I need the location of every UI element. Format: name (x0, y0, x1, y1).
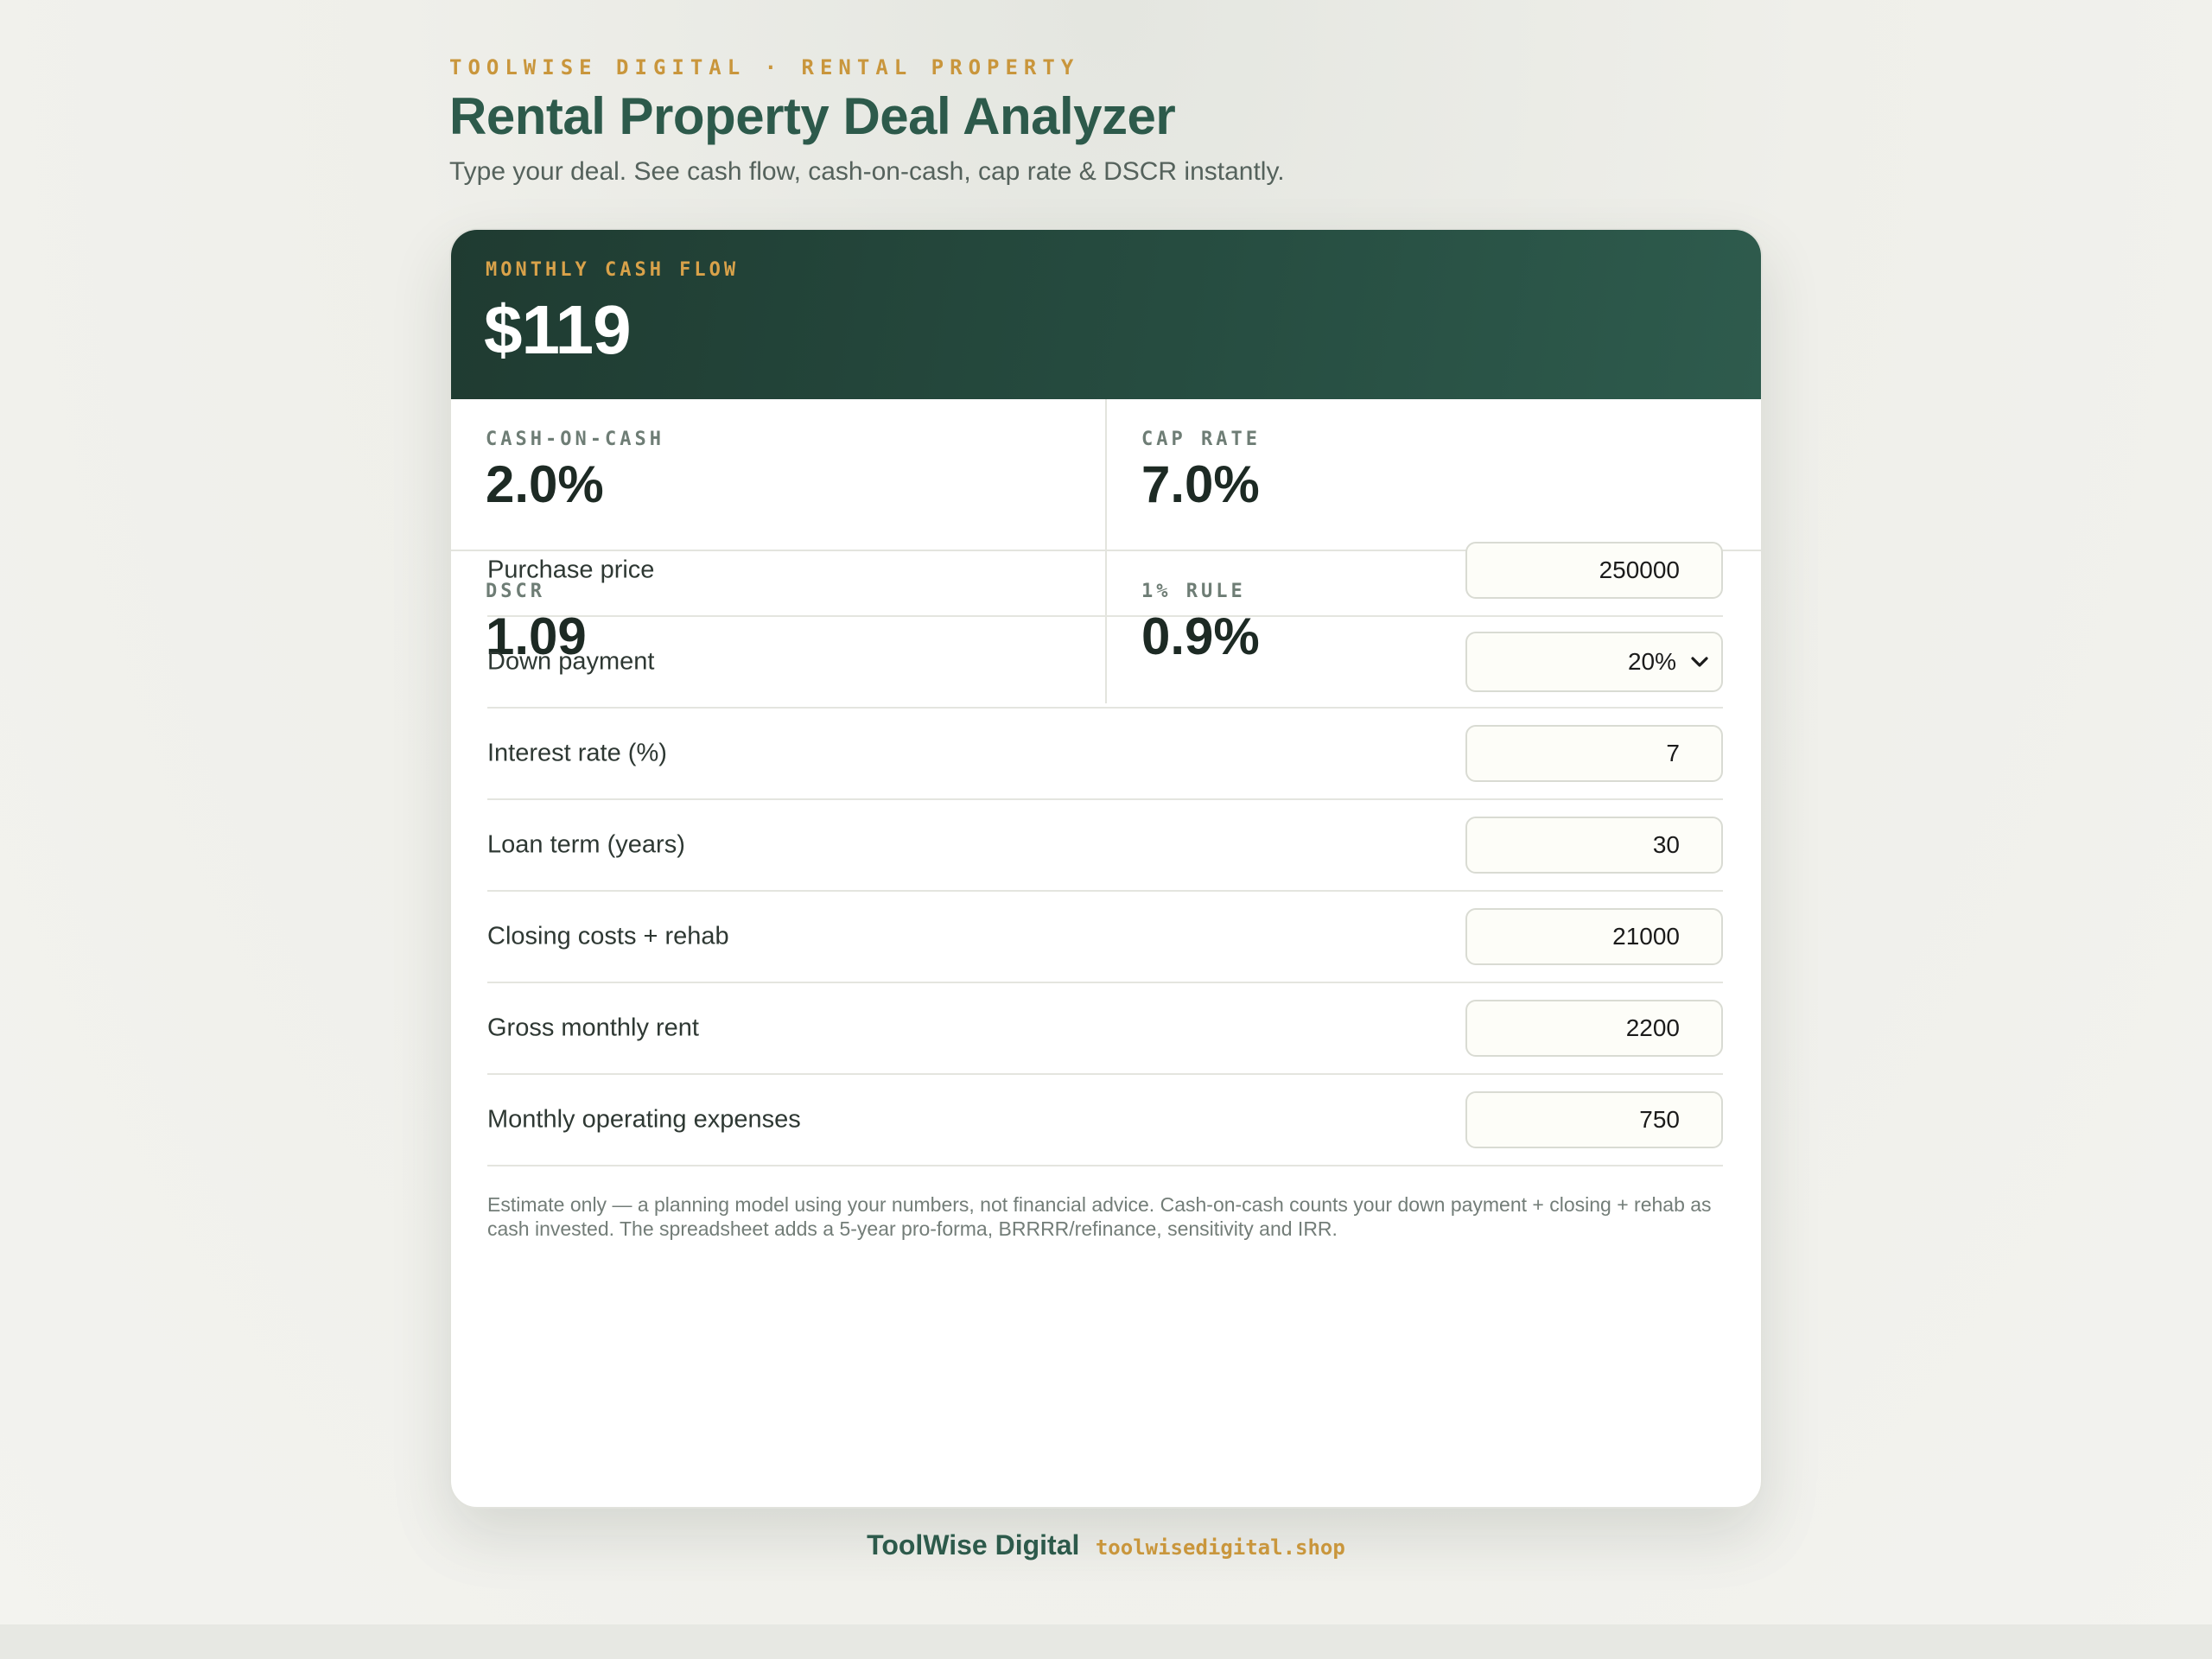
loan-term-input[interactable] (1465, 817, 1723, 874)
closing-costs-label: Closing costs + rehab (487, 922, 729, 950)
operating-expenses-input[interactable] (1465, 1091, 1723, 1148)
down-payment-select[interactable]: 20% (1465, 632, 1723, 692)
metric-value: 0.9% (1141, 607, 1260, 665)
loan-term-label: Loan term (years) (487, 830, 685, 859)
metric-label: 1% RULE (1141, 581, 1246, 602)
footer-brand: ToolWise Digital (867, 1529, 1080, 1560)
metric-dscr: DSCR 1.09 (451, 551, 1107, 703)
interest-rate-label: Interest rate (%) (487, 739, 667, 767)
cash-flow-hero: MONTHLY CASH FLOW $119 (451, 230, 1761, 399)
metric-label: CASH-ON-CASH (486, 429, 664, 450)
metric-one-percent-rule: 1% RULE 0.9% (1107, 551, 1761, 703)
interest-rate-input[interactable] (1465, 725, 1723, 782)
cash-flow-value: $119 (484, 291, 632, 368)
down-payment-label: Down payment (487, 647, 655, 676)
bottom-strip (0, 1624, 2212, 1659)
row-closing-costs: Closing costs + rehab (487, 892, 1723, 983)
deal-input-form: Purchase price Down payment 20% Interest… (487, 525, 1723, 1166)
chevron-down-icon (1691, 657, 1708, 667)
gross-rent-input[interactable] (1465, 1000, 1723, 1057)
metric-value: 2.0% (486, 455, 604, 513)
metric-cash-on-cash: CASH-ON-CASH 2.0% (451, 399, 1107, 551)
row-gross-rent: Gross monthly rent (487, 983, 1723, 1075)
closing-costs-input[interactable] (1465, 908, 1723, 965)
page-subtitle: Type your deal. See cash flow, cash-on-c… (449, 157, 1285, 186)
disclaimer-text: Estimate only — a planning model using y… (487, 1193, 1712, 1240)
row-operating-expenses: Monthly operating expenses (487, 1075, 1723, 1166)
footer-site-link[interactable]: toolwisedigital.shop (1095, 1535, 1345, 1560)
metric-value: 1.09 (486, 607, 587, 665)
metric-cap-rate: CAP RATE 7.0% (1107, 399, 1761, 551)
purchase-price-label: Purchase price (487, 556, 655, 584)
row-interest-rate: Interest rate (%) (487, 709, 1723, 800)
gross-rent-label: Gross monthly rent (487, 1014, 699, 1042)
row-down-payment: Down payment 20% (487, 617, 1723, 709)
page-title: Rental Property Deal Analyzer (449, 87, 1176, 145)
purchase-price-input[interactable] (1465, 542, 1723, 599)
eyebrow-label: TOOLWISE DIGITAL · RENTAL PROPERTY (449, 55, 1080, 79)
metric-label: CAP RATE (1141, 429, 1261, 450)
cash-flow-label: MONTHLY CASH FLOW (486, 259, 740, 281)
row-loan-term: Loan term (years) (487, 800, 1723, 892)
footer: ToolWise Digital toolwisedigital.shop (449, 1529, 1763, 1561)
down-payment-selected-value: 20% (1627, 648, 1676, 675)
metric-value: 7.0% (1141, 455, 1260, 513)
metric-label: DSCR (486, 581, 545, 602)
row-purchase-price: Purchase price (487, 525, 1723, 617)
metrics-grid: CASH-ON-CASH 2.0% CAP RATE 7.0% DSCR 1.0… (451, 399, 1761, 703)
operating-expenses-label: Monthly operating expenses (487, 1105, 801, 1134)
